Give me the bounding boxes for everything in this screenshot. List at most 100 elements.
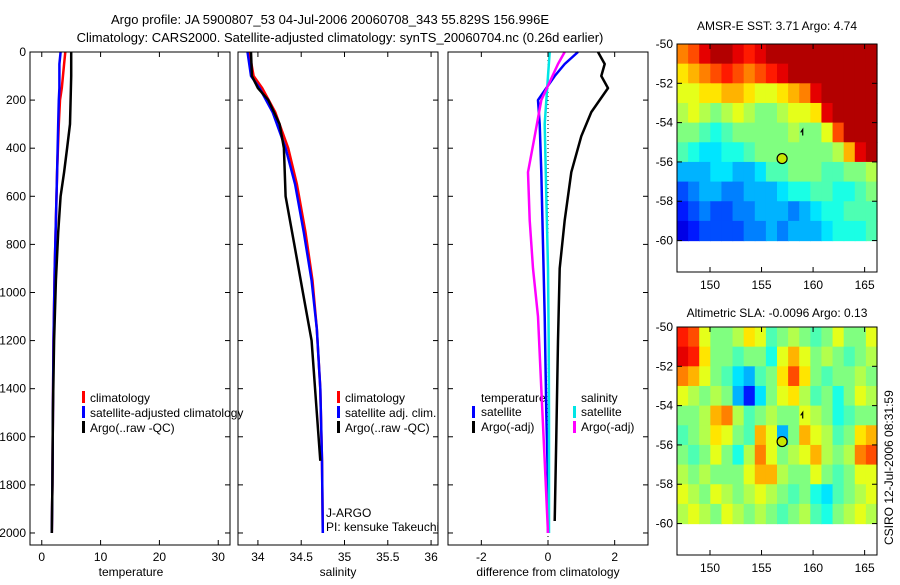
heatmap-cell <box>854 405 867 426</box>
y-tick-label: 1800 <box>0 478 26 492</box>
heatmap-cell <box>677 503 689 525</box>
heatmap-cell <box>799 385 811 407</box>
heatmap-cell <box>843 464 856 485</box>
map-frame <box>676 326 878 556</box>
heatmap-cells <box>677 327 878 525</box>
heatmap-cell <box>721 83 734 104</box>
heatmap-cell <box>799 444 811 466</box>
heatmap-cell <box>810 346 823 367</box>
heatmap-cell <box>843 327 856 348</box>
heatmap-cell <box>710 44 723 65</box>
heatmap-cell <box>821 464 834 485</box>
heatmap-cell <box>765 464 778 485</box>
y-tick-label: 400 <box>6 141 26 155</box>
heatmap-cell <box>765 201 778 222</box>
heatmap-cell <box>743 44 756 65</box>
heatmap-cell <box>832 484 845 505</box>
heatmap-cell <box>765 444 778 466</box>
y-tick-label: -52 <box>656 76 674 90</box>
heatmap-cell <box>721 102 734 124</box>
heatmap-cell <box>721 484 734 505</box>
heatmap-cell <box>777 181 789 202</box>
heatmap-cell <box>710 464 723 485</box>
heatmap-cell <box>832 346 845 367</box>
heatmap-cell <box>677 161 689 183</box>
x-tick-label: 20 <box>153 550 167 564</box>
heatmap-cell <box>765 181 778 202</box>
heatmap-cell <box>865 181 878 202</box>
heatmap-cell <box>821 122 834 143</box>
heatmap-cell <box>677 142 689 163</box>
heatmap-cell <box>777 405 789 426</box>
legend-swatch-climatology <box>337 391 340 403</box>
heatmap-cell <box>688 366 700 387</box>
heatmap-cell <box>765 327 778 348</box>
legend-swatch-satellite <box>337 406 340 418</box>
heatmap-cell <box>865 44 878 65</box>
heatmap-cell <box>732 142 745 163</box>
x-tick-label: 155 <box>752 561 772 575</box>
heatmap-cell <box>854 63 867 84</box>
heatmap-cell <box>799 83 811 104</box>
y-tick-label: -60 <box>656 234 674 248</box>
figure-title-line1: Argo profile: JA 5900807_53 04-Jul-2006 … <box>111 12 549 27</box>
heatmap-cell <box>754 63 767 84</box>
heatmap-cell <box>699 201 711 222</box>
heatmap-cell <box>821 366 834 387</box>
x-tick-label: 35 <box>338 550 352 564</box>
x-axis-label-salinity: salinity <box>320 565 357 579</box>
heatmap-cell <box>821 503 834 525</box>
heatmap-cell <box>854 44 867 65</box>
heatmap-cell <box>732 385 745 407</box>
heatmap-cell <box>843 405 856 426</box>
heatmap-cell <box>688 346 700 367</box>
heatmap-cell <box>732 44 745 65</box>
heatmap-cell <box>799 201 811 222</box>
heatmap-cell <box>710 366 723 387</box>
heatmap-cell <box>788 327 800 348</box>
heatmap-cell <box>810 83 823 104</box>
x-tick-label: 165 <box>855 561 875 575</box>
sla-map-title: Altimetric SLA: -0.0096 Argo: 0.13 <box>687 306 868 320</box>
heatmap-cell <box>821 63 834 84</box>
pi-annotation: PI: kensuke Takeuchi <box>326 520 439 534</box>
heatmap-cell <box>732 83 745 104</box>
heatmap-cell <box>799 405 811 426</box>
heatmap-cell <box>832 385 845 407</box>
heatmap-cell <box>743 327 756 348</box>
legend-swatch-climatology <box>82 391 85 403</box>
heatmap-cell <box>732 405 745 426</box>
x-tick-label: 0 <box>545 550 552 564</box>
heatmap-cell <box>765 220 778 242</box>
heatmap-cell <box>832 405 845 426</box>
legend-swatch-argo <box>337 421 340 433</box>
heatmap-cell <box>799 327 811 348</box>
heatmap-cell <box>821 346 834 367</box>
legend-label: climatology <box>345 391 405 405</box>
heatmap-cell <box>710 503 723 525</box>
series-line-salinity-satellite <box>543 51 551 533</box>
heatmap-cell <box>743 464 756 485</box>
plot-frame <box>29 51 231 546</box>
heatmap-cell <box>710 346 723 367</box>
heatmap-cell <box>788 503 800 525</box>
heatmap-cell <box>788 220 800 242</box>
previous-position-marker <box>800 127 804 136</box>
heatmap-cell <box>754 102 767 124</box>
heatmap-cell <box>699 346 711 367</box>
heatmap-cell <box>743 346 756 367</box>
x-tick-label: 34.5 <box>290 550 314 564</box>
heatmap-cell <box>810 484 823 505</box>
heatmap-cell <box>754 83 767 104</box>
heatmap-cell <box>777 327 789 348</box>
plot-frame <box>237 51 439 546</box>
heatmap-cell <box>677 366 689 387</box>
heatmap-cell <box>699 366 711 387</box>
heatmap-cell <box>865 122 878 143</box>
heatmap-cell <box>754 425 767 446</box>
heatmap-cell <box>843 444 856 466</box>
heatmap-cell <box>721 385 734 407</box>
heatmap-cell <box>821 201 834 222</box>
heatmap-cell <box>788 83 800 104</box>
y-tick-label: 1400 <box>0 382 26 396</box>
